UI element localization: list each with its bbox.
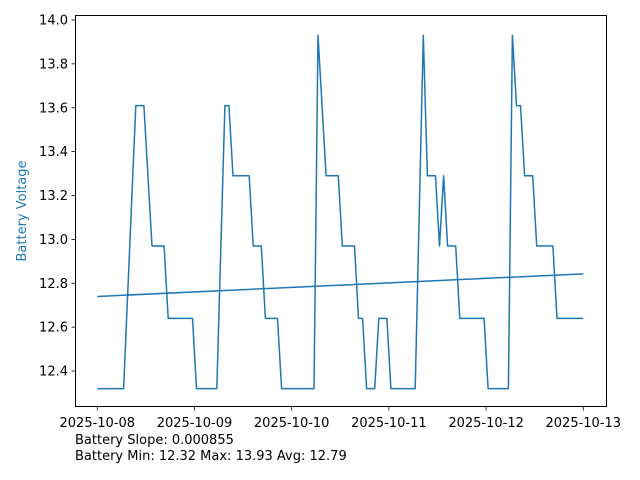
y-tick-label: 12.8 [39, 277, 68, 292]
y-tick-label: 12.6 [39, 321, 68, 336]
trend-line [97, 273, 584, 298]
x-tick-label: 2025-10-10 [254, 416, 330, 431]
y-tick-label: 13.2 [39, 189, 68, 204]
battery-stats-text: Battery Min: 12.32 Max: 13.93 Avg: 12.79 [75, 449, 347, 464]
axes-frame [75, 15, 607, 407]
y-tick-label: 13.8 [39, 57, 68, 72]
chart-footer: Battery Slope: 0.000855 Battery Min: 12.… [75, 433, 347, 465]
y-tick-label: 13.0 [39, 233, 68, 248]
x-tick-label: 2025-10-13 [546, 416, 622, 431]
x-tick-label: 2025-10-12 [448, 416, 524, 431]
battery-slope-text: Battery Slope: 0.000855 [75, 433, 234, 448]
y-tick-label: 13.4 [39, 145, 68, 160]
x-tick-label: 2025-10-11 [351, 416, 427, 431]
x-tick-label: 2025-10-09 [157, 416, 233, 431]
battery-voltage-line [97, 34, 584, 390]
y-tick-label: 12.4 [39, 365, 68, 380]
y-tick-label: 14.0 [39, 14, 68, 29]
y-axis-label: Battery Voltage [15, 160, 30, 261]
y-tick-label: 13.6 [39, 101, 68, 116]
x-tick-label: 2025-10-08 [60, 416, 136, 431]
